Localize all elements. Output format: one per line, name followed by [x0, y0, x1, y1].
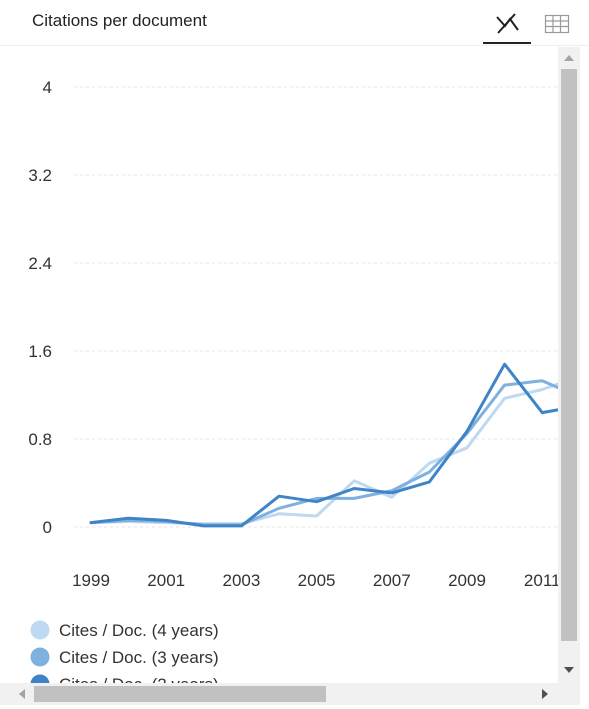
vertical-scroll-thumb[interactable]	[561, 69, 577, 641]
scroll-left-arrow-icon[interactable]	[19, 689, 25, 699]
legend-label: Cites / Doc. (4 years)	[59, 621, 219, 640]
line-chart-icon	[496, 13, 519, 34]
scroll-right-arrow-icon[interactable]	[542, 689, 548, 699]
legend-swatch	[30, 647, 50, 667]
legend-item[interactable]: Cites / Doc. (3 years)	[30, 647, 219, 668]
series-line-3	[89, 362, 558, 528]
panel-header: Citations per document	[0, 0, 589, 46]
scroll-down-arrow-icon[interactable]	[564, 667, 574, 673]
x-tick-label: 2001	[147, 571, 185, 590]
horizontal-scroll-thumb[interactable]	[34, 686, 326, 702]
y-tick-label: 0	[43, 518, 52, 537]
series-line-2	[89, 379, 558, 527]
legend-swatch	[30, 674, 50, 683]
x-tick-label: 1999	[72, 571, 110, 590]
x-tick-label: 2007	[373, 571, 411, 590]
scroll-up-arrow-icon[interactable]	[564, 55, 574, 61]
legend-swatch	[30, 620, 50, 640]
x-tick-label: 2009	[448, 571, 486, 590]
vertical-scrollbar[interactable]	[558, 47, 580, 683]
x-tick-label: 2003	[222, 571, 260, 590]
legend-label: Cites / Doc. (2 years)	[59, 675, 219, 683]
horizontal-scrollbar[interactable]	[0, 683, 580, 705]
y-tick-label: 1.6	[28, 342, 52, 361]
chart-area: 0 0.8 1.6 2.4 3.2 4 1999 2001 2003 2005 2007 2009 2…	[0, 47, 558, 683]
x-tick-label: 2011	[524, 571, 558, 590]
table-icon	[544, 14, 570, 34]
y-tick-label: 2.4	[28, 254, 52, 273]
panel-title: Citations per document	[32, 11, 207, 30]
legend-item[interactable]: Cites / Doc. (2 years)	[30, 674, 219, 684]
citations-line-chart: 0 0.8 1.6 2.4 3.2 4 1999 2001 2003 2005 2007 2009 2…	[28, 78, 558, 684]
table-view-button[interactable]	[532, 4, 580, 44]
series-line-1	[89, 382, 558, 526]
x-tick-label: 2005	[298, 571, 336, 590]
legend-item[interactable]: Cites / Doc. (4 years)	[30, 620, 219, 641]
legend-label: Cites / Doc. (3 years)	[59, 648, 219, 667]
chart-view-button[interactable]	[483, 4, 531, 44]
y-tick-label: 3.2	[28, 166, 52, 185]
y-tick-label: 4	[43, 78, 52, 97]
y-tick-label: 0.8	[28, 430, 52, 449]
